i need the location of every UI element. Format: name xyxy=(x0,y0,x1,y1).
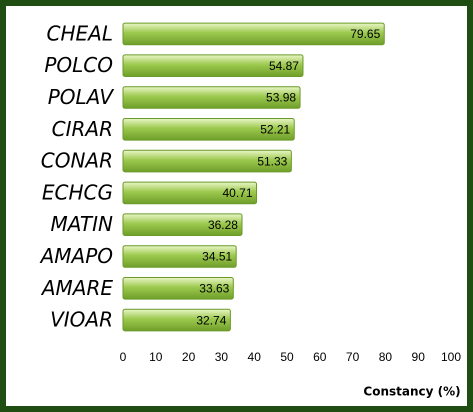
x-tick-label: 0 xyxy=(120,350,127,364)
bar xyxy=(122,245,237,268)
x-tick-label: 50 xyxy=(280,350,294,364)
x-tick-label: 20 xyxy=(182,350,196,364)
x-tick-label: 90 xyxy=(412,350,426,364)
value-label: 32.74 xyxy=(196,313,226,327)
y-tick-label: VIOAR xyxy=(50,308,113,332)
y-tick-label: CIRAR xyxy=(52,117,113,141)
bar xyxy=(122,213,243,237)
value-label: 52.21 xyxy=(260,122,290,136)
x-tick-label: 40 xyxy=(248,350,262,364)
x-tick-label: 30 xyxy=(215,350,229,364)
value-label: 79.65 xyxy=(350,27,380,41)
x-tick-label: 80 xyxy=(379,350,393,364)
bar xyxy=(122,276,234,300)
bar xyxy=(122,149,292,173)
value-label: 34.51 xyxy=(202,250,232,264)
y-tick-label: AMARE xyxy=(40,276,114,300)
y-tick-label: POLCO xyxy=(44,53,113,77)
bar xyxy=(122,181,258,205)
value-label: 36.28 xyxy=(208,218,238,232)
x-tick-label: 70 xyxy=(346,350,360,364)
value-label: 54.87 xyxy=(269,59,299,73)
y-tick-label: AMAPO xyxy=(39,244,113,268)
value-label: 51.33 xyxy=(257,154,287,168)
bar xyxy=(122,308,231,332)
x-axis-label: Constancy (%) xyxy=(363,385,460,399)
bar xyxy=(122,22,385,46)
bar xyxy=(122,117,295,141)
value-label: 40.71 xyxy=(222,186,252,200)
value-label: 33.63 xyxy=(199,281,229,295)
y-tick-label: MATIN xyxy=(50,212,113,236)
value-label: 53.98 xyxy=(266,91,296,105)
bar xyxy=(122,54,304,78)
x-tick-label: 100 xyxy=(441,350,461,364)
y-tick-label: POLAV xyxy=(48,85,115,109)
x-tick-label: 10 xyxy=(149,350,163,364)
bar xyxy=(122,86,301,109)
x-tick-label: 60 xyxy=(313,350,327,364)
y-tick-label: CONAR xyxy=(41,149,113,173)
y-tick-label: ECHCG xyxy=(42,180,113,204)
y-tick-label: CHEAL xyxy=(47,21,113,45)
